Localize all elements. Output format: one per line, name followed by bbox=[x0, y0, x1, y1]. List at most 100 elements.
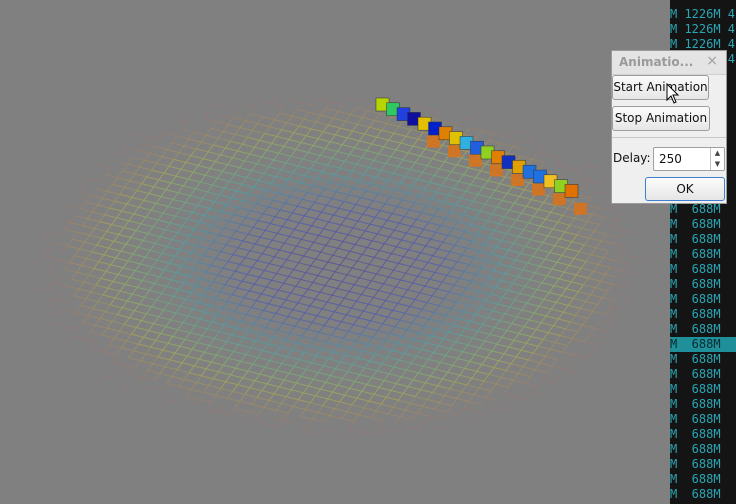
mesh-line bbox=[259, 366, 266, 375]
mesh-line bbox=[241, 320, 254, 325]
mesh-line bbox=[322, 261, 329, 270]
mesh-line bbox=[166, 142, 173, 150]
mesh-line bbox=[193, 358, 200, 367]
mesh-line bbox=[314, 155, 321, 163]
mesh-line bbox=[582, 317, 588, 326]
mesh-line bbox=[529, 272, 536, 281]
mesh-line bbox=[358, 180, 371, 185]
close-button[interactable]: × bbox=[706, 53, 718, 69]
mesh-line bbox=[278, 386, 292, 391]
delay-spinbox[interactable]: 250 ▲ ▼ bbox=[653, 147, 725, 171]
mesh-line bbox=[468, 167, 481, 172]
mesh-line bbox=[249, 387, 263, 392]
mesh-line bbox=[149, 146, 156, 154]
mesh-line bbox=[444, 251, 451, 260]
mesh-line bbox=[302, 432, 315, 437]
mesh-line bbox=[421, 165, 428, 173]
mesh-line bbox=[48, 232, 61, 237]
mesh-line bbox=[161, 155, 175, 160]
mesh-line bbox=[334, 167, 340, 176]
mesh-line bbox=[528, 312, 535, 321]
mesh-line bbox=[227, 254, 234, 262]
mesh-line bbox=[456, 157, 462, 166]
mesh-line bbox=[324, 188, 337, 193]
mesh-line bbox=[203, 111, 210, 119]
mesh-line bbox=[114, 200, 127, 205]
mesh-line bbox=[229, 270, 236, 279]
mesh-line bbox=[146, 266, 153, 275]
mesh-line bbox=[201, 335, 215, 340]
mesh-line bbox=[385, 253, 392, 261]
mesh-line bbox=[401, 329, 408, 338]
mesh-line bbox=[458, 408, 465, 416]
mesh-line bbox=[538, 305, 552, 310]
mesh-line bbox=[64, 222, 71, 230]
mesh-line bbox=[143, 193, 150, 201]
mesh-line bbox=[243, 103, 256, 108]
mesh-line bbox=[580, 261, 587, 269]
mesh-line bbox=[494, 190, 508, 195]
mesh-line bbox=[386, 396, 399, 401]
mesh-line bbox=[156, 252, 163, 261]
mesh-line bbox=[571, 281, 584, 286]
mesh-line bbox=[428, 318, 442, 323]
mesh-line bbox=[606, 323, 613, 332]
mesh-line bbox=[102, 294, 116, 299]
mesh-line bbox=[208, 241, 215, 249]
mesh-line bbox=[270, 319, 283, 324]
mesh-line bbox=[302, 198, 315, 203]
mesh-line bbox=[462, 117, 475, 122]
mesh-line bbox=[563, 168, 569, 176]
mesh-line bbox=[462, 351, 475, 356]
stop-button[interactable]: Stop Animation bbox=[612, 106, 710, 131]
mesh-line bbox=[164, 262, 170, 271]
mesh-line bbox=[290, 285, 297, 294]
mesh-line bbox=[615, 213, 622, 221]
mesh-line bbox=[384, 196, 391, 204]
mesh-line bbox=[121, 300, 128, 309]
mesh-line bbox=[367, 206, 381, 211]
mesh-line bbox=[186, 212, 193, 220]
mesh-line bbox=[308, 111, 322, 116]
start-button[interactable]: Start Animation bbox=[612, 75, 709, 100]
mesh-line bbox=[334, 401, 341, 410]
mesh-line bbox=[176, 272, 189, 277]
mesh-line bbox=[296, 335, 303, 344]
mesh-line bbox=[147, 233, 161, 238]
mesh-line bbox=[315, 121, 329, 126]
mesh-line bbox=[504, 306, 511, 315]
mesh-line bbox=[127, 300, 140, 305]
mesh-line bbox=[295, 142, 302, 150]
mesh-line bbox=[392, 212, 405, 217]
mesh-line bbox=[355, 107, 368, 112]
mesh-line bbox=[545, 308, 552, 317]
mesh-line bbox=[460, 327, 466, 336]
mesh-line bbox=[380, 260, 387, 268]
mesh-line bbox=[234, 270, 248, 275]
mesh-line bbox=[481, 364, 495, 369]
mesh-line bbox=[139, 303, 152, 308]
mesh-line bbox=[487, 407, 494, 415]
mesh-line bbox=[575, 267, 582, 276]
mesh-line bbox=[182, 315, 189, 324]
mesh-line bbox=[73, 288, 80, 297]
mesh-line bbox=[291, 252, 304, 257]
mesh-line bbox=[315, 251, 322, 260]
mesh-line bbox=[312, 281, 326, 286]
mesh-line bbox=[356, 397, 370, 402]
mesh-line bbox=[433, 311, 447, 316]
spin-arrows[interactable]: ▲ ▼ bbox=[710, 148, 724, 170]
mesh-line bbox=[213, 241, 226, 246]
mesh-line bbox=[105, 264, 112, 272]
mesh-line bbox=[588, 277, 601, 282]
mesh-line bbox=[247, 273, 260, 278]
mesh-line bbox=[374, 353, 388, 358]
mesh-line bbox=[175, 168, 182, 177]
mesh-line bbox=[430, 231, 437, 240]
mesh-line bbox=[210, 264, 224, 269]
mesh-line bbox=[499, 320, 513, 325]
mesh-line bbox=[487, 310, 494, 318]
ok-button[interactable]: OK bbox=[645, 177, 725, 201]
mesh-line bbox=[260, 326, 267, 335]
mesh-line bbox=[190, 148, 197, 156]
